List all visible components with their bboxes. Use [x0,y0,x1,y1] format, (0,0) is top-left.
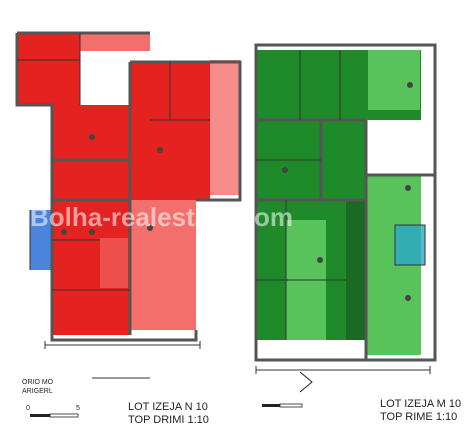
left-unit-stair [100,238,128,288]
right-unit-stairwell [346,200,366,340]
room-marker [407,82,413,88]
left-outer-wall [15,31,198,342]
walls [15,31,437,362]
left-unit [17,33,240,335]
left-unit-side [210,60,240,195]
right-outer-wall [254,43,437,362]
scale-bar-segment [49,413,79,418]
room-markers [61,82,413,301]
watermark-text: Bolha-realestate.com [30,202,293,232]
left-unit-top-block [17,33,80,105]
right-inner-wall [256,118,435,360]
scale-end-label: 5 [76,405,80,412]
left-plan-subtitle: TOP DRIMI 1:10 [128,414,209,426]
scale-bar-right [262,403,303,408]
room-marker [89,229,95,235]
right-dim-lines [255,366,431,374]
room-marker [147,225,153,231]
right-thin-walls [256,50,426,340]
north-arrow-mark [299,371,313,393]
left-unit-terrace [130,200,196,330]
left-thin-walls [17,33,210,291]
scale-bar-segment [30,414,50,417]
scale-start-label: 0 [26,405,30,412]
legend-line-2: ARIGERL [22,388,53,395]
room-marker [61,229,67,235]
room-marker [405,185,411,191]
left-unit-top-strip [80,33,150,51]
thin-walls [17,33,431,379]
left-unit-main [52,105,130,335]
room-marker [282,167,288,173]
left-plan-title: LOT IZEJA N 10 [128,401,208,413]
north-arrow [299,371,313,393]
right-unit-bath [395,225,425,265]
right-plan-title: LOT IZEJA M 10 [380,398,461,410]
scale-bar-segment [262,404,280,407]
room-marker [317,257,323,263]
left-unit-bath [30,210,52,270]
right-unit-top-light [368,50,420,110]
right-plan-subtitle: TOP RIME 1:10 [380,411,457,423]
left-inner-wall [52,60,242,335]
room-marker [405,295,411,301]
legend-line-1: ORIO MO [22,379,54,386]
room-marker [89,134,95,140]
scale-bar: 0 5 [26,405,80,418]
room-marker [157,147,163,153]
left-dim-lines [44,341,201,379]
scale-bar-segment [279,403,303,408]
